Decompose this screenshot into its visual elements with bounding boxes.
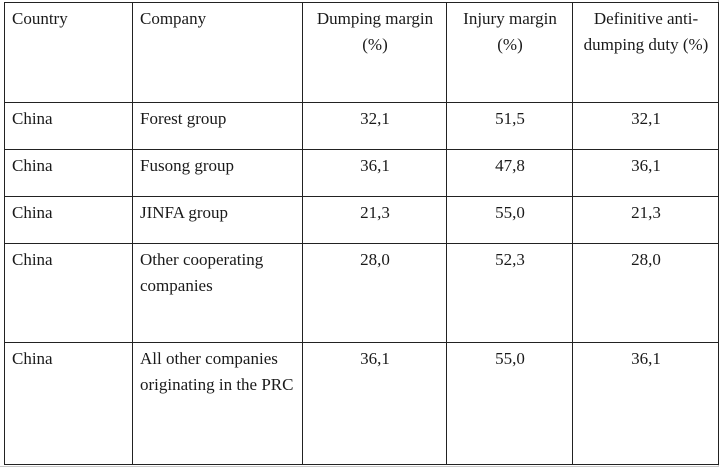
country-cell: China	[4, 102, 133, 150]
dumping-margin-cell: 36,1	[302, 149, 447, 197]
dumping-margin-cell: 28,0	[302, 243, 447, 343]
dumping-margin-cell: 36,1	[302, 342, 447, 465]
company-cell: Fusong group	[132, 149, 303, 197]
company-cell: Other cooperating companies	[132, 243, 303, 343]
country-cell: China	[4, 243, 133, 343]
table-row: China Other cooperating companies 28,0 5…	[4, 243, 719, 343]
duty-cell: 21,3	[572, 196, 719, 244]
table-row: China All other companies originating in…	[4, 342, 719, 465]
table-row: China JINFA group 21,3 55,0 21,3	[4, 196, 719, 244]
injury-margin-cell: 55,0	[446, 196, 573, 244]
company-cell: JINFA group	[132, 196, 303, 244]
table-row: China Forest group 32,1 51,5 32,1	[4, 102, 719, 150]
country-cell: China	[4, 149, 133, 197]
dumping-margin-cell: 21,3	[302, 196, 447, 244]
injury-margin-cell: 51,5	[446, 102, 573, 150]
header-injury-margin: Injury margin (%)	[446, 2, 573, 103]
country-cell: China	[4, 196, 133, 244]
injury-margin-cell: 47,8	[446, 149, 573, 197]
duty-cell: 36,1	[572, 149, 719, 197]
duty-cell: 36,1	[572, 342, 719, 465]
header-country: Country	[4, 2, 133, 103]
duty-table: Country Company Dumping margin (%) Injur…	[4, 2, 719, 465]
injury-margin-cell: 52,3	[446, 243, 573, 343]
header-company: Company	[132, 2, 303, 103]
duty-cell: 32,1	[572, 102, 719, 150]
duty-cell: 28,0	[572, 243, 719, 343]
injury-margin-cell: 55,0	[446, 342, 573, 465]
company-cell: Forest group	[132, 102, 303, 150]
header-row: Country Company Dumping margin (%) Injur…	[4, 2, 719, 103]
dumping-margin-cell: 32,1	[302, 102, 447, 150]
table-row: China Fusong group 36,1 47,8 36,1	[4, 149, 719, 197]
country-cell: China	[4, 342, 133, 465]
header-definitive-duty: Definitive anti-dumping duty (%)	[572, 2, 719, 103]
company-cell: All other companies originating in the P…	[132, 342, 303, 465]
header-dumping-margin: Dumping margin (%)	[302, 2, 447, 103]
